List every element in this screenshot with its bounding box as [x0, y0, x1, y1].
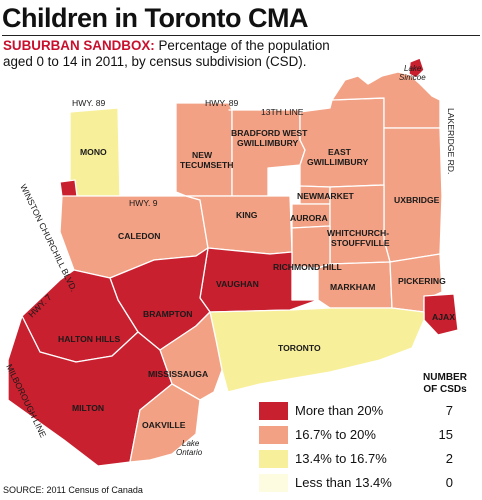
map-title: Children in Toronto CMA [2, 2, 480, 36]
label-east-gwillimbury-2: GWILLIMBURY [307, 157, 369, 167]
label-milton: MILTON [72, 403, 104, 413]
legend-header-line1: NUMBER [423, 372, 467, 383]
region-oakville [129, 383, 201, 463]
label-halton-hills: HALTON HILLS [58, 334, 120, 344]
label-whitchurch-1: WHITCHURCH- [327, 228, 389, 238]
legend-count: 0 [445, 475, 453, 490]
road-label-lakeridge: LAKERIDGE RD. [446, 108, 456, 174]
legend-item: 16.7% to 20% 15 [259, 426, 481, 444]
legend-item: 13.4% to 16.7% 2 [259, 450, 481, 468]
label-oakville: OAKVILLE [142, 420, 186, 430]
legend-item: Less than 13.4% 0 [259, 474, 481, 492]
source-note: SOURCE: 2011 Census of Canada [3, 485, 143, 495]
legend-label: Less than 13.4% [295, 475, 392, 490]
region-small-red [59, 179, 78, 198]
subtitle-text: Percentage of the population aged 0 to 1… [3, 38, 330, 69]
label-whitchurch-2: STOUFFVILLE [331, 238, 390, 248]
water-label-ontario-1: Lake [182, 439, 200, 448]
map-subtitle: SUBURBAN SANDBOX: Percentage of the popu… [3, 38, 363, 70]
legend-label: 13.4% to 16.7% [295, 451, 387, 466]
water-label-simcoe-1: Lake [404, 64, 422, 73]
label-king: KING [236, 210, 258, 220]
label-uxbridge: UXBRIDGE [394, 195, 440, 205]
label-new-tecumseth-1: NEW [192, 150, 213, 160]
road-label-hwy89-east: HWY. 89 [205, 98, 238, 108]
label-mississauga: MISSISSAUGA [148, 369, 208, 379]
label-caledon: CALEDON [118, 231, 161, 241]
label-pickering: PICKERING [398, 276, 446, 286]
label-ajax: AJAX [432, 312, 455, 322]
legend-label: 16.7% to 20% [295, 427, 376, 442]
legend-item: More than 20% 7 [259, 402, 481, 420]
label-east-gwillimbury-1: EAST [328, 147, 352, 157]
legend-count: 7 [445, 403, 453, 418]
region-east-gwillimbury [299, 97, 385, 188]
legend-header: NUMBER OF CSDs [409, 372, 481, 396]
region-toronto [209, 307, 425, 393]
road-label-13th-line: 13TH LINE [261, 107, 304, 117]
legend-label: More than 20% [295, 403, 384, 418]
road-label-hwy89-west: HWY. 89 [72, 98, 105, 108]
label-newmarket: NEWMARKET [297, 191, 355, 201]
legend-count: 15 [438, 427, 453, 442]
legend-swatch [259, 426, 288, 444]
label-brampton: BRAMPTON [143, 309, 193, 319]
label-toronto: TORONTO [278, 343, 321, 353]
legend-count: 2 [445, 451, 453, 466]
label-mono: MONO [80, 147, 107, 157]
label-aurora: AURORA [290, 213, 328, 223]
legend-header-line2: OF CSDs [423, 384, 467, 395]
label-new-tecumseth-2: TECUMSETH [180, 160, 233, 170]
legend-swatch [259, 474, 288, 492]
water-label-simcoe-2: Simcoe [399, 73, 426, 82]
region-milton [7, 315, 173, 467]
region-bradford [228, 109, 306, 197]
label-richmond-hill: RICHMOND HILL [273, 262, 342, 272]
label-bradford-1: BRADFORD WEST [231, 128, 308, 138]
label-markham: MARKHAM [330, 282, 375, 292]
water-label-ontario-2: Ontario [176, 448, 203, 457]
legend-swatch [259, 450, 288, 468]
legend-swatch [259, 402, 288, 420]
subtitle-kicker: SUBURBAN SANDBOX: [3, 38, 155, 53]
label-vaughan: VAUGHAN [216, 279, 259, 289]
label-bradford-2: GWILLIMBURY [237, 138, 299, 148]
road-label-hwy9: HWY. 9 [129, 198, 158, 208]
region-simcoe-island [408, 57, 425, 79]
